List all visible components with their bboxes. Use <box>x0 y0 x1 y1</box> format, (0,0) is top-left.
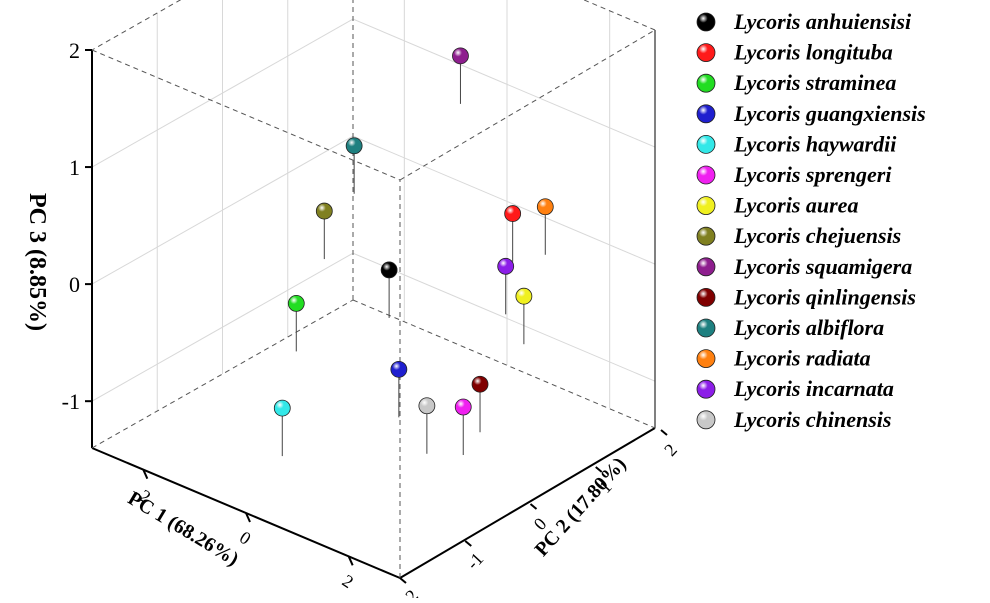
data-point-sphere <box>504 205 522 222</box>
data-point-sphere <box>536 198 554 216</box>
x-tick-mark <box>347 555 354 566</box>
legend-item: Lycoris squamigera <box>696 254 912 279</box>
legend-item: Lycoris longituba <box>696 40 893 65</box>
data-point-sphere <box>515 287 533 305</box>
data-point <box>380 261 398 318</box>
x-tick-mark <box>245 512 251 523</box>
legend-label: Lycoris aurea <box>733 193 858 218</box>
legend-item: Lycoris straminea <box>696 70 896 95</box>
legend-marker <box>696 134 716 154</box>
legend-item: Lycoris aurea <box>696 193 858 218</box>
y-tick-label: 2 <box>660 440 681 460</box>
legend: Lycoris anhuiensisi Lycoris longituba Lyco… <box>696 9 926 432</box>
legend-marker <box>696 257 716 277</box>
legend-marker <box>696 196 716 216</box>
legend-label: Lycoris straminea <box>733 70 896 95</box>
x-tick-mark <box>142 469 149 480</box>
data-point-sphere <box>345 137 363 155</box>
y-tick-mark <box>529 503 538 510</box>
legend-item: Lycoris incarnata <box>696 376 894 401</box>
y-tick-label: -1 <box>462 549 487 574</box>
legend-item: Lycoris guangxiensis <box>696 101 926 126</box>
legend-label: Lycoris qinlingensis <box>733 284 916 309</box>
data-point <box>452 47 469 104</box>
legend-item: Lycoris radiata <box>696 346 871 371</box>
legend-label: Lycoris sprengeri <box>733 162 892 187</box>
legend-label: Lycoris radiata <box>733 346 871 371</box>
axis-box <box>91 0 656 579</box>
z-tick-label: 0 <box>69 272 80 297</box>
y-axis-title: PC 2 (17.80%) <box>531 453 631 561</box>
legend-label: Lycoris incarnata <box>733 376 894 401</box>
legend-marker <box>696 349 716 369</box>
x-tick-label: 0 <box>236 527 254 549</box>
legend-label: Lycoris chinensis <box>733 407 891 432</box>
legend-marker <box>696 43 716 62</box>
data-point <box>497 257 515 315</box>
data-point <box>345 137 363 194</box>
x-axis-title: PC 1 (68.26%) <box>124 487 242 570</box>
data-point-sphere <box>273 399 291 417</box>
data-point-sphere <box>315 202 333 220</box>
data-point <box>287 294 305 352</box>
data-point <box>515 287 533 345</box>
data-point-sphere <box>497 257 515 275</box>
legend-item: Lycoris sprengeri <box>696 162 892 187</box>
y-tick-mark <box>399 577 407 584</box>
z-tick-label: 2 <box>69 38 80 63</box>
data-point-sphere <box>380 261 398 279</box>
data-point <box>390 360 408 418</box>
legend-label: Lycoris chejuensis <box>733 223 901 248</box>
data-point <box>454 398 472 456</box>
data-points <box>273 47 554 457</box>
data-point <box>418 397 436 454</box>
data-point <box>536 198 554 255</box>
z-tick-label: -1 <box>62 389 80 414</box>
legend-label: Lycoris guangxiensis <box>733 101 926 126</box>
legend-marker <box>696 410 716 430</box>
legend-item: Lycoris haywardii <box>696 131 897 156</box>
z-tick-label: 1 <box>69 155 80 180</box>
data-point-sphere <box>418 397 436 415</box>
data-point-sphere <box>454 398 472 416</box>
y-tick-mark <box>595 466 603 473</box>
x-tick-label: 2 <box>339 570 357 592</box>
legend-marker <box>696 73 716 93</box>
data-point <box>471 375 489 433</box>
data-point-sphere <box>390 360 408 378</box>
legend-label: Lycoris squamigera <box>733 254 912 279</box>
data-point <box>315 202 333 260</box>
legend-label: Lycoris haywardii <box>733 131 897 156</box>
data-point-sphere <box>287 294 305 312</box>
legend-item: Lycoris chinensis <box>696 407 891 432</box>
legend-item: Lycoris chejuensis <box>696 223 901 248</box>
z-axis-title: PC 3 (8.85%) <box>24 193 50 331</box>
legend-label: Lycoris anhuiensisi <box>733 9 912 34</box>
legend-item: Lycoris qinlingensis <box>696 284 916 309</box>
legend-item: Lycoris anhuiensisi <box>696 9 912 34</box>
legend-label: Lycoris albiflora <box>733 315 884 340</box>
y-tick-mark <box>660 429 668 436</box>
data-point-sphere <box>471 375 489 393</box>
legend-marker <box>696 104 716 124</box>
legend-marker <box>696 287 716 307</box>
legend-label: Lycoris longituba <box>733 40 893 65</box>
legend-item: Lycoris albiflora <box>696 315 884 340</box>
data-point <box>504 205 522 262</box>
legend-marker <box>696 379 716 399</box>
legend-marker <box>696 318 716 338</box>
y-tick-label: -2 <box>397 586 422 598</box>
data-point-sphere <box>452 47 469 65</box>
data-point <box>273 399 291 457</box>
legend-marker <box>696 226 716 246</box>
legend-marker <box>696 165 716 185</box>
y-tick-mark <box>464 540 472 547</box>
legend-marker <box>696 12 716 32</box>
